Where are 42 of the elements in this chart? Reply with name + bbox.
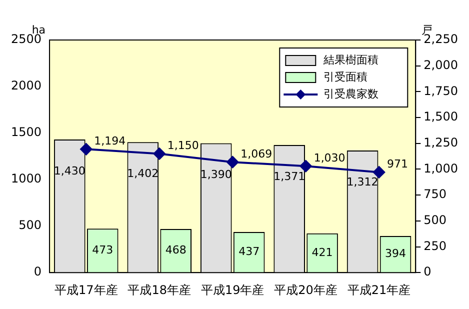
y2-tick-label: 1,000 bbox=[424, 161, 458, 176]
y2-tick-label: 1,750 bbox=[424, 84, 458, 98]
x-tick-label: 平成17年産 bbox=[54, 282, 118, 297]
y2-tick-label: 1,500 bbox=[424, 110, 458, 124]
data-label: 1,150 bbox=[167, 139, 199, 152]
y2-tick-label: 1,250 bbox=[424, 136, 458, 150]
x-tick-label: 平成21年産 bbox=[347, 282, 411, 297]
x-tick-label: 平成20年産 bbox=[274, 282, 338, 297]
y2-tick-label: 2,000 bbox=[424, 58, 458, 72]
y2-tick-label: 0 bbox=[424, 264, 432, 279]
y-tick-label: 500 bbox=[18, 218, 42, 232]
data-label: 1,069 bbox=[240, 147, 272, 160]
data-label: 1,430 bbox=[54, 164, 86, 178]
y-tick-label: 1500 bbox=[10, 125, 42, 140]
y2-tick-label: 750 bbox=[424, 187, 447, 202]
data-label: 1,402 bbox=[127, 167, 159, 180]
point bbox=[153, 148, 166, 160]
data-label: 1,312 bbox=[346, 175, 378, 188]
data-label: 1,030 bbox=[314, 151, 346, 164]
y2-tick-label: 500 bbox=[424, 213, 447, 228]
y2-tick-label: 250 bbox=[424, 238, 447, 253]
legend-label: 引受農家数 bbox=[324, 87, 379, 100]
data-label: 971 bbox=[387, 158, 408, 171]
data-label: 1,371 bbox=[274, 170, 306, 183]
y-tick-label: 2000 bbox=[10, 78, 42, 93]
x-tick-label: 平成18年産 bbox=[128, 282, 192, 297]
data-label: 421 bbox=[312, 246, 333, 259]
data-label: 437 bbox=[238, 245, 260, 258]
legend-label: 結果樹面積 bbox=[322, 53, 379, 66]
y-tick-label: 0 bbox=[34, 264, 42, 279]
y-tick-label: 1000 bbox=[10, 172, 42, 186]
data-label: 1,194 bbox=[94, 134, 126, 148]
data-label: 473 bbox=[92, 243, 114, 256]
data-label: 394 bbox=[385, 247, 406, 260]
legend-label: 引受面積 bbox=[324, 70, 368, 84]
point bbox=[80, 143, 92, 156]
point bbox=[373, 166, 386, 178]
data-label: 468 bbox=[165, 244, 186, 257]
data-label: 1,390 bbox=[200, 168, 232, 182]
x-tick-label: 平成19年産 bbox=[200, 282, 264, 297]
point bbox=[226, 156, 239, 168]
point bbox=[300, 160, 312, 172]
